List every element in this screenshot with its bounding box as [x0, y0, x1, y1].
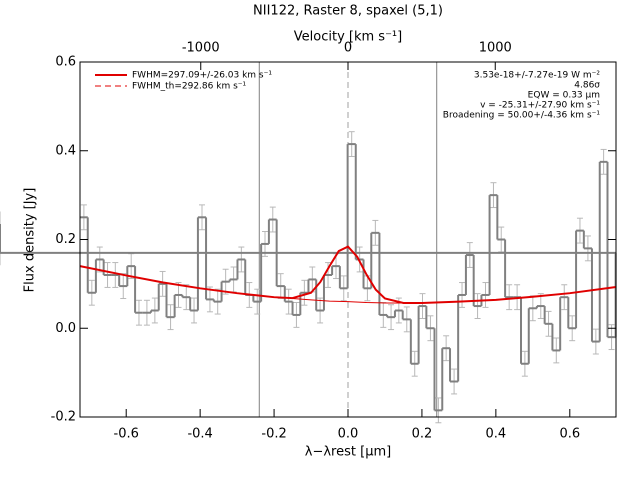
annotation: Broadening = 50.00+/-4.36 km s⁻¹ — [443, 111, 601, 121]
x-tick-label: -0.4 — [187, 427, 212, 442]
x2-tick-label: 0 — [344, 41, 352, 56]
annotation: v = -25.31+/-27.90 km s⁻¹ — [480, 101, 600, 111]
x-axis-label: λ−λrest [μm] — [305, 445, 391, 460]
annotation: EQW = 0.33 μm — [528, 91, 600, 101]
legend-label: FWHM=297.09+/-26.03 km s⁻¹ — [132, 71, 272, 81]
x-tick-label: 0.2 — [412, 427, 433, 442]
annotation: 3.53e-18+/-7.27e-19 W m⁻² — [474, 71, 601, 81]
x2-tick-label: -1000 — [182, 41, 220, 56]
fit-line — [79, 245, 617, 304]
x-tick-label: 0.4 — [486, 427, 507, 442]
chart-title: NII122, Raster 8, spaxel (5,1) — [253, 4, 443, 19]
legend-label: FWHM_th=292.86 km s⁻¹ — [132, 82, 247, 92]
y-tick-label: 0.0 — [55, 321, 76, 336]
fit-line — [292, 298, 404, 304]
y-tick-label: 0.2 — [55, 232, 76, 247]
annotation: 4.86σ — [574, 81, 600, 91]
x-tick-label: 0.0 — [338, 427, 359, 442]
y-axis-label: Flux density [Jy] — [23, 188, 38, 293]
y-tick-label: 0.6 — [55, 55, 76, 70]
x2-axis-label: Velocity [km s⁻¹] — [294, 30, 402, 45]
y-tick-label: -0.2 — [51, 410, 76, 425]
x2-tick-label: 1000 — [479, 41, 512, 56]
y-tick-label: 0.4 — [55, 143, 76, 158]
x-tick-label: 0.6 — [559, 427, 580, 442]
x-tick-label: -0.6 — [114, 427, 139, 442]
x-tick-label: -0.2 — [261, 427, 286, 442]
